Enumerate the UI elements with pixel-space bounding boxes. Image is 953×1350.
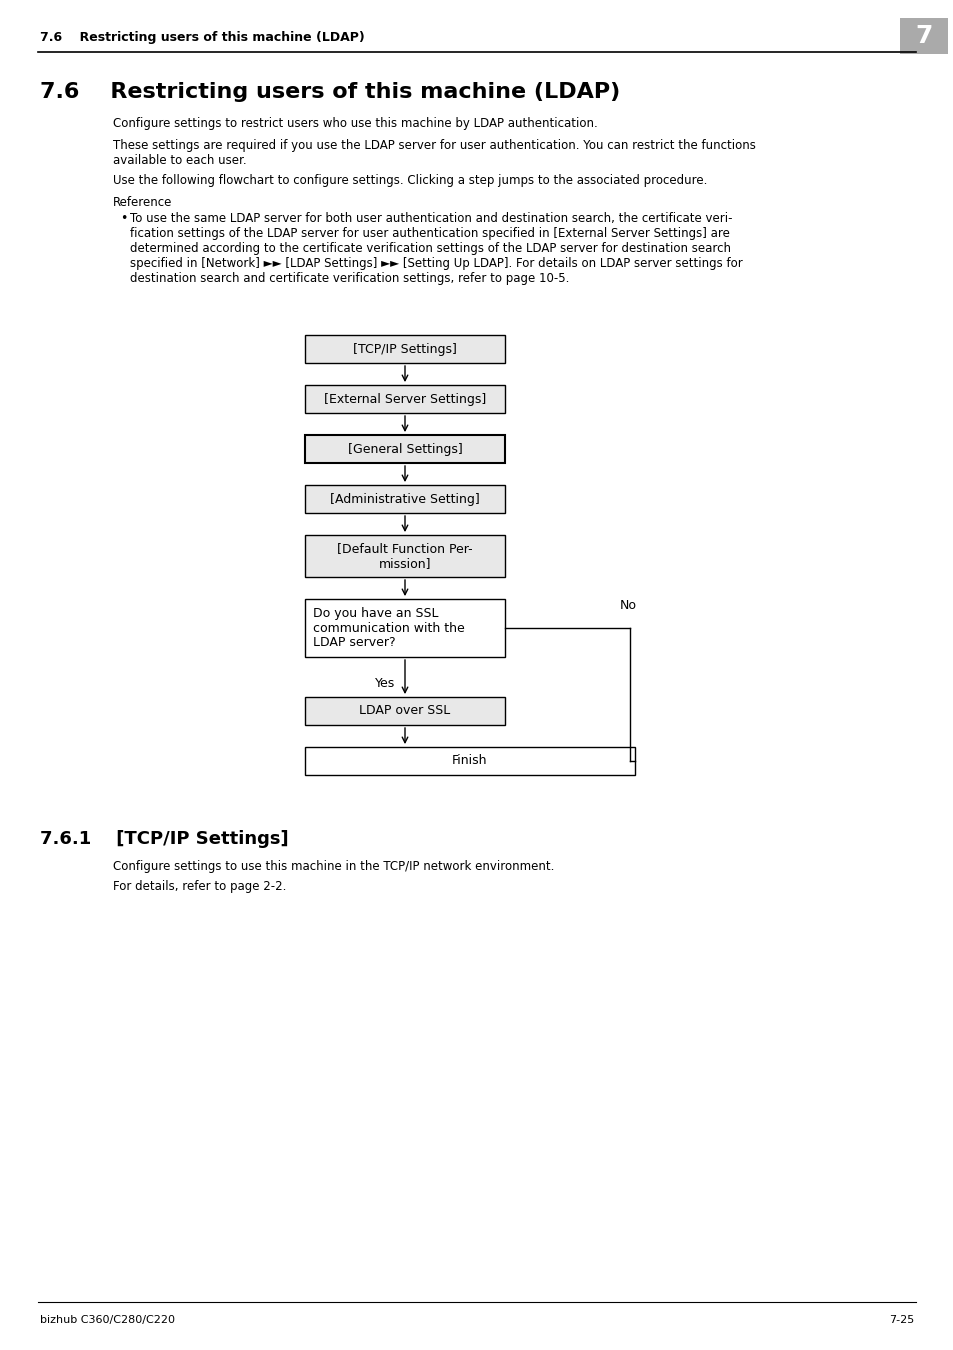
Text: For details, refer to page 2-2.: For details, refer to page 2-2. <box>112 880 286 892</box>
Text: 7.6    Restricting users of this machine (LDAP): 7.6 Restricting users of this machine (L… <box>40 31 364 45</box>
FancyBboxPatch shape <box>305 599 504 657</box>
Text: 7: 7 <box>914 24 932 49</box>
Text: [Default Function Per-
mission]: [Default Function Per- mission] <box>336 541 473 570</box>
Text: Finish: Finish <box>452 755 487 768</box>
Text: bizhub C360/C280/C220: bizhub C360/C280/C220 <box>40 1315 174 1324</box>
Text: LDAP over SSL: LDAP over SSL <box>359 705 450 717</box>
Text: [External Server Settings]: [External Server Settings] <box>323 393 486 405</box>
Text: [General Settings]: [General Settings] <box>347 443 462 455</box>
Text: Configure settings to restrict users who use this machine by LDAP authentication: Configure settings to restrict users who… <box>112 117 598 130</box>
Text: 7-25: 7-25 <box>888 1315 913 1324</box>
FancyBboxPatch shape <box>305 435 504 463</box>
Text: No: No <box>619 599 637 612</box>
Text: Reference: Reference <box>112 196 172 209</box>
FancyBboxPatch shape <box>305 485 504 513</box>
Text: [TCP/IP Settings]: [TCP/IP Settings] <box>353 343 456 355</box>
Text: 7.6.1    [TCP/IP Settings]: 7.6.1 [TCP/IP Settings] <box>40 830 289 848</box>
Text: These settings are required if you use the LDAP server for user authentication. : These settings are required if you use t… <box>112 139 755 167</box>
Text: [Administrative Setting]: [Administrative Setting] <box>330 493 479 505</box>
Text: •: • <box>120 212 128 225</box>
Text: 7.6    Restricting users of this machine (LDAP): 7.6 Restricting users of this machine (L… <box>40 82 619 103</box>
FancyBboxPatch shape <box>305 385 504 413</box>
Text: To use the same LDAP server for both user authentication and destination search,: To use the same LDAP server for both use… <box>130 212 742 285</box>
Text: Configure settings to use this machine in the TCP/IP network environment.: Configure settings to use this machine i… <box>112 860 554 873</box>
FancyBboxPatch shape <box>305 335 504 363</box>
Text: Do you have an SSL
communication with the
LDAP server?: Do you have an SSL communication with th… <box>313 606 464 649</box>
FancyBboxPatch shape <box>305 747 635 775</box>
FancyBboxPatch shape <box>899 18 947 54</box>
FancyBboxPatch shape <box>305 697 504 725</box>
Text: Use the following flowchart to configure settings. Clicking a step jumps to the : Use the following flowchart to configure… <box>112 174 706 188</box>
Text: Yes: Yes <box>375 676 395 690</box>
FancyBboxPatch shape <box>305 535 504 576</box>
